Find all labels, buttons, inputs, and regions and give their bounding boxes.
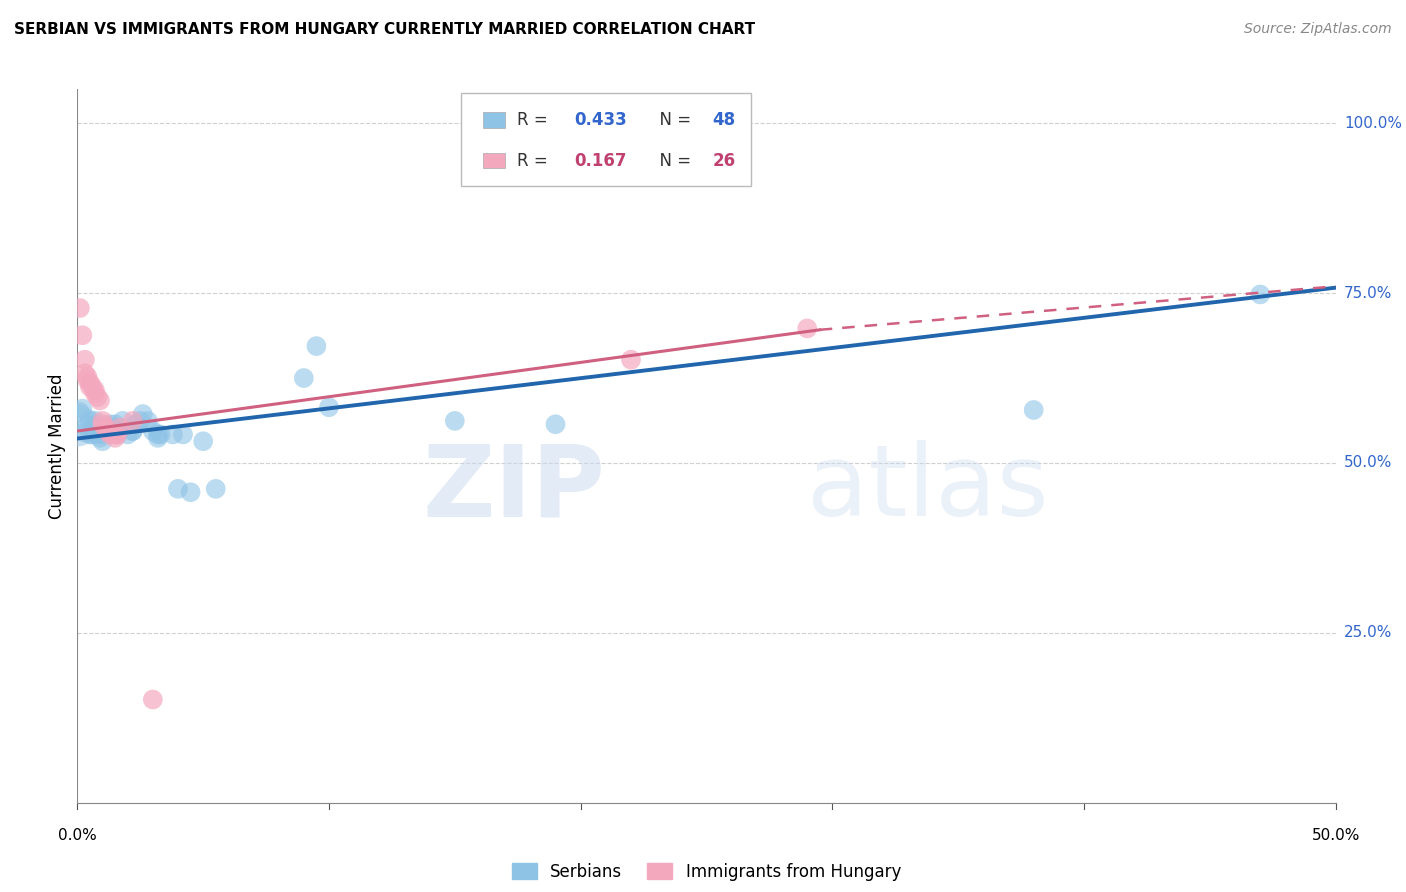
Point xyxy=(94,420,117,434)
Text: atlas: atlas xyxy=(807,441,1049,537)
Point xyxy=(79,427,101,442)
Point xyxy=(91,434,114,449)
Point xyxy=(108,420,131,434)
Point xyxy=(98,424,121,438)
Point xyxy=(91,414,114,428)
Point xyxy=(121,424,143,438)
Point xyxy=(146,431,169,445)
Point xyxy=(73,352,96,367)
Point xyxy=(73,425,96,440)
Point xyxy=(84,386,107,401)
Point xyxy=(84,414,107,428)
Point xyxy=(204,482,226,496)
Point xyxy=(796,321,818,335)
Bar xyxy=(482,112,505,128)
Text: N =: N = xyxy=(650,112,702,129)
Point xyxy=(124,417,146,432)
Point xyxy=(318,401,340,415)
Point xyxy=(82,423,104,437)
Point xyxy=(86,390,108,404)
Point xyxy=(104,424,127,438)
Point xyxy=(86,420,108,434)
Point xyxy=(96,424,118,438)
Point xyxy=(142,692,165,706)
Point xyxy=(305,339,328,353)
Point xyxy=(107,427,129,442)
Text: 48: 48 xyxy=(713,112,735,129)
Point xyxy=(104,427,127,442)
Point xyxy=(162,427,184,442)
Point xyxy=(66,418,89,433)
Point xyxy=(132,407,155,421)
Point xyxy=(84,384,107,398)
Point xyxy=(146,427,169,442)
Point xyxy=(121,414,143,428)
Point xyxy=(72,401,94,416)
Legend: Serbians, Immigrants from Hungary: Serbians, Immigrants from Hungary xyxy=(505,856,908,888)
Point xyxy=(101,420,124,434)
Point xyxy=(91,427,114,442)
Point xyxy=(76,373,98,387)
Point xyxy=(96,424,118,438)
Point xyxy=(172,427,194,442)
Point xyxy=(79,376,101,390)
Point xyxy=(104,431,127,445)
Text: 0.167: 0.167 xyxy=(574,152,627,169)
Text: N =: N = xyxy=(650,152,702,169)
Text: 26: 26 xyxy=(713,152,735,169)
Point xyxy=(69,301,91,315)
Point xyxy=(76,418,98,433)
Point xyxy=(84,417,107,432)
Text: R =: R = xyxy=(517,152,558,169)
Point xyxy=(73,366,96,380)
Point xyxy=(111,414,134,428)
Text: SERBIAN VS IMMIGRANTS FROM HUNGARY CURRENTLY MARRIED CORRELATION CHART: SERBIAN VS IMMIGRANTS FROM HUNGARY CURRE… xyxy=(14,22,755,37)
Text: R =: R = xyxy=(517,112,558,129)
Text: 50.0%: 50.0% xyxy=(1344,456,1392,470)
Point xyxy=(544,417,567,432)
Text: 25.0%: 25.0% xyxy=(1344,625,1392,640)
Point xyxy=(149,427,172,442)
Point xyxy=(86,427,108,442)
Point xyxy=(76,369,98,384)
Text: 100.0%: 100.0% xyxy=(1344,116,1402,131)
Point xyxy=(191,434,215,449)
Point xyxy=(82,380,104,394)
Point xyxy=(72,328,94,343)
Text: 75.0%: 75.0% xyxy=(1344,285,1392,301)
Point xyxy=(136,414,159,428)
Point xyxy=(292,371,315,385)
Y-axis label: Currently Married: Currently Married xyxy=(48,373,66,519)
Point xyxy=(107,427,129,442)
Point xyxy=(180,485,202,500)
Point xyxy=(117,427,139,442)
Point xyxy=(69,405,91,419)
Point xyxy=(444,414,467,428)
Point xyxy=(79,380,101,394)
Text: 0.433: 0.433 xyxy=(574,112,627,129)
Point xyxy=(89,431,111,445)
Point xyxy=(167,482,190,496)
Point xyxy=(89,393,111,408)
Point xyxy=(91,417,114,432)
Text: ZIP: ZIP xyxy=(423,441,606,537)
Text: 0.0%: 0.0% xyxy=(58,828,97,843)
Point xyxy=(142,424,165,438)
Point xyxy=(91,424,114,438)
Point xyxy=(121,424,143,438)
Bar xyxy=(482,153,505,169)
Point xyxy=(98,427,121,442)
Point xyxy=(620,352,643,367)
Text: 50.0%: 50.0% xyxy=(1312,828,1360,843)
Point xyxy=(1022,403,1045,417)
Point xyxy=(98,417,121,432)
Text: Source: ZipAtlas.com: Source: ZipAtlas.com xyxy=(1244,22,1392,37)
Point xyxy=(129,414,152,428)
Point xyxy=(104,417,127,432)
Point xyxy=(1249,287,1271,301)
Point xyxy=(79,413,101,427)
Point xyxy=(82,427,104,442)
FancyBboxPatch shape xyxy=(461,93,751,186)
